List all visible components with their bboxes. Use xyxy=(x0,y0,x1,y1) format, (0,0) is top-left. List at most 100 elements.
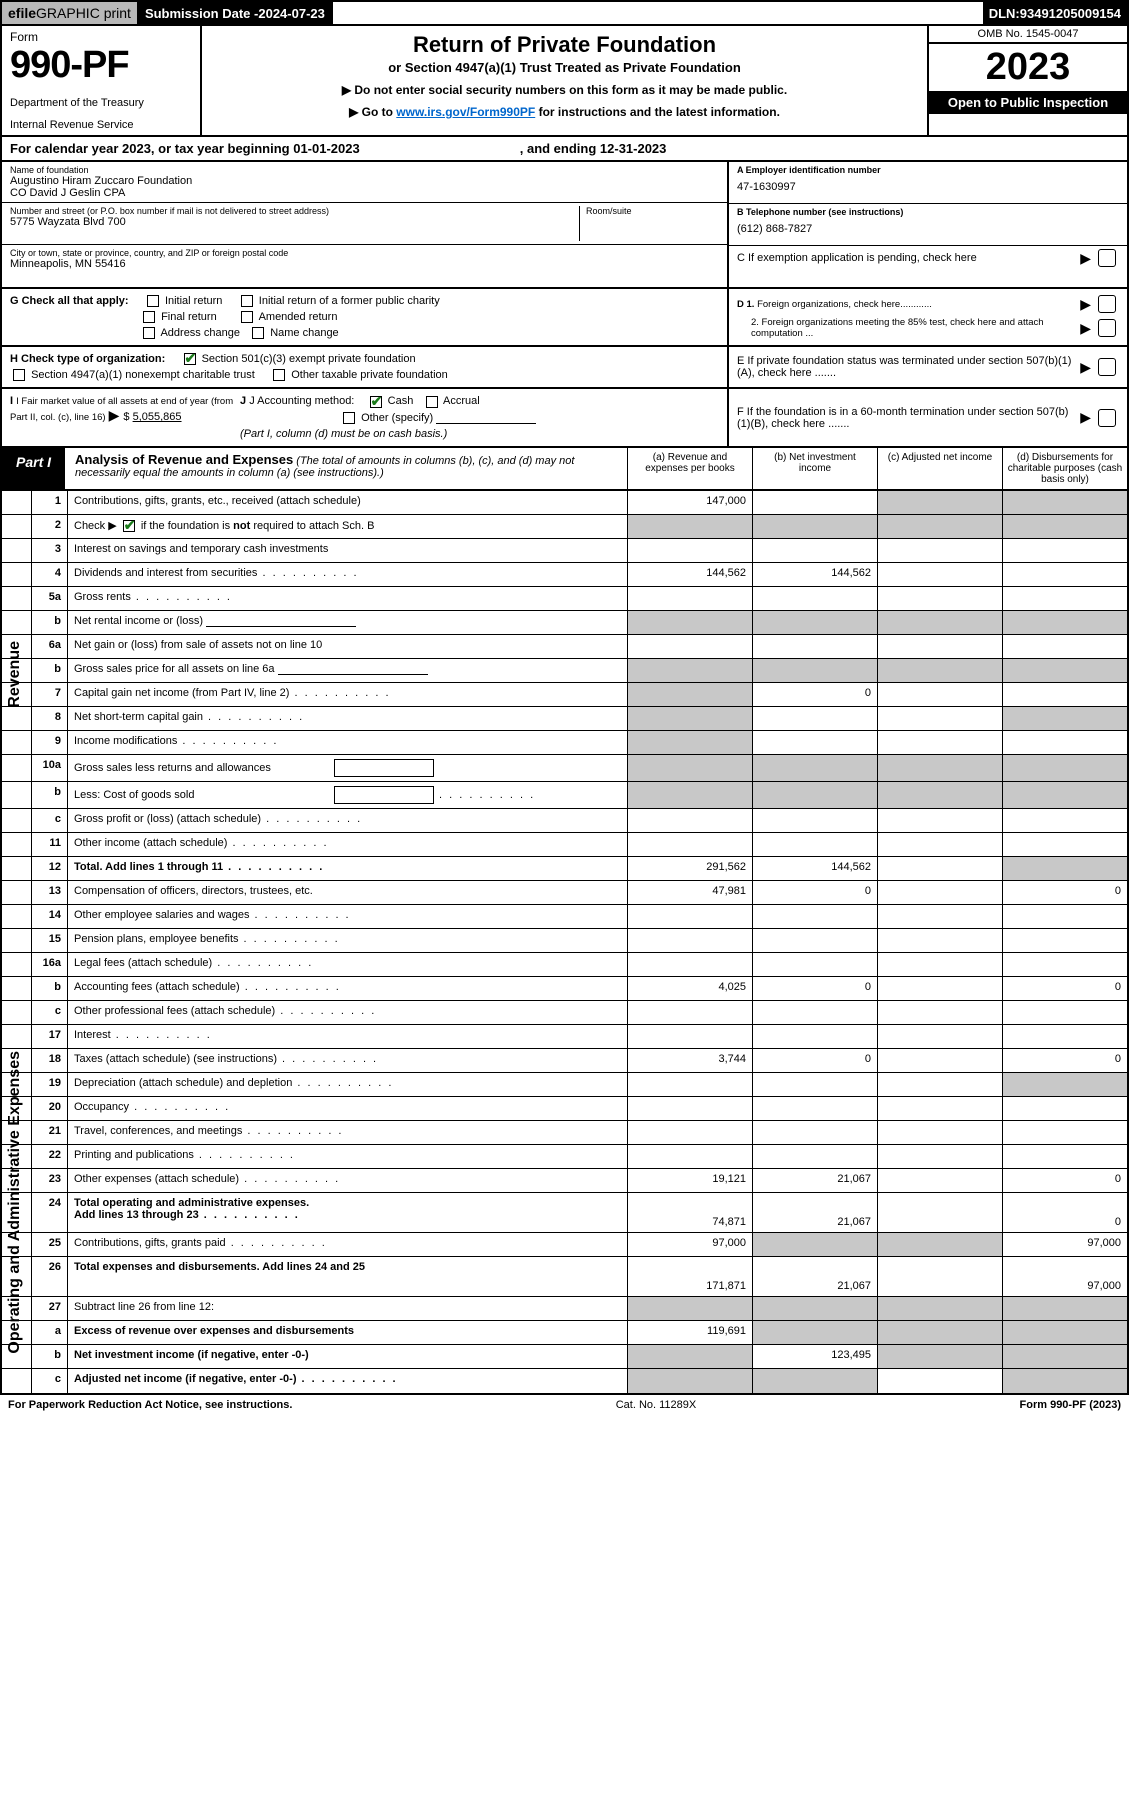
d2-checkbox[interactable] xyxy=(1098,319,1116,337)
g5: Address change xyxy=(160,327,240,339)
cell-a xyxy=(627,809,752,832)
h-4947-checkbox[interactable] xyxy=(13,369,25,381)
cell-b: 0 xyxy=(752,683,877,706)
cell-c xyxy=(877,809,1002,832)
form-link[interactable]: www.irs.gov/Form990PF xyxy=(396,105,535,119)
cell-a xyxy=(627,683,752,706)
cell-b: 0 xyxy=(752,881,877,904)
efile-print-button[interactable]: efile GRAPHIC print xyxy=(2,2,139,24)
j-other-checkbox[interactable] xyxy=(343,412,355,424)
cell-c xyxy=(877,515,1002,538)
f-checkbox[interactable] xyxy=(1098,409,1116,427)
header-center: Return of Private Foundation or Section … xyxy=(202,26,927,135)
line-text: Pension plans, employee benefits xyxy=(68,929,627,952)
cell-a xyxy=(627,953,752,976)
cell-a xyxy=(627,707,752,730)
tax-year: 2023 xyxy=(929,44,1127,91)
arrow-icon: ▶ xyxy=(1080,409,1091,426)
part1-title: Analysis of Revenue and Expenses xyxy=(75,452,293,467)
col-a-header: (a) Revenue and expenses per books xyxy=(627,448,752,489)
cell-c xyxy=(877,683,1002,706)
line-text: Total. Add lines 1 through 11 xyxy=(68,857,627,880)
g-initial-checkbox[interactable] xyxy=(147,295,159,307)
line-text: Other income (attach schedule) xyxy=(68,833,627,856)
cell-a xyxy=(627,1097,752,1120)
line-text: Net investment income (if negative, ente… xyxy=(68,1345,627,1368)
cell-b: 21,067 xyxy=(752,1193,877,1232)
j-other-blank[interactable] xyxy=(436,423,536,424)
d1-checkbox[interactable] xyxy=(1098,295,1116,313)
row-r11: 11Other income (attach schedule) xyxy=(2,833,1127,857)
cell-b xyxy=(752,491,877,514)
row-r4: 4Dividends and interest from securities1… xyxy=(2,563,1127,587)
city-cell: City or town, state or province, country… xyxy=(2,245,727,287)
phone-cell: B Telephone number (see instructions) (6… xyxy=(729,204,1127,246)
cell-c xyxy=(877,857,1002,880)
cell-d xyxy=(1002,1073,1127,1096)
line-number: b xyxy=(32,659,68,682)
cell-a xyxy=(627,659,752,682)
cell-d xyxy=(1002,755,1127,781)
cell-c xyxy=(877,1257,1002,1296)
cell-b xyxy=(752,1145,877,1168)
line-text: Contributions, gifts, grants paid xyxy=(68,1233,627,1256)
cell-d: 0 xyxy=(1002,1049,1127,1072)
e-checkbox[interactable] xyxy=(1098,358,1116,376)
g-initial-former-checkbox[interactable] xyxy=(241,295,253,307)
h-other-checkbox[interactable] xyxy=(273,369,285,381)
j-label: J Accounting method: xyxy=(249,395,354,407)
cell-a xyxy=(627,755,752,781)
cell-d: 0 xyxy=(1002,881,1127,904)
part1-grid: Revenue Operating and Administrative Exp… xyxy=(0,491,1129,1395)
j2: Accrual xyxy=(443,395,480,407)
instruction-2: ▶ Go to www.irs.gov/Form990PF for instru… xyxy=(222,105,907,119)
cell-d xyxy=(1002,857,1127,880)
line-number: 26 xyxy=(32,1257,68,1296)
row-r2: 2Check ▶ if the foundation is not requir… xyxy=(2,515,1127,539)
cell-a xyxy=(627,929,752,952)
cell-d xyxy=(1002,707,1127,730)
cell-b xyxy=(752,1369,877,1393)
cell-a: 171,871 xyxy=(627,1257,752,1296)
cell-b xyxy=(752,833,877,856)
h-e-row: H Check type of organization: Section 50… xyxy=(0,347,1129,389)
footer-left: For Paperwork Reduction Act Notice, see … xyxy=(8,1399,292,1411)
row-r10b: bLess: Cost of goods sold xyxy=(2,782,1127,809)
g-address-checkbox[interactable] xyxy=(143,327,155,339)
dln-value: 93491205009154 xyxy=(1020,6,1121,21)
cell-c xyxy=(877,1233,1002,1256)
line-number: 3 xyxy=(32,539,68,562)
h-501c3-checkbox[interactable] xyxy=(184,353,196,365)
line-text: Net short-term capital gain xyxy=(68,707,627,730)
row-r10a: 10aGross sales less returns and allowanc… xyxy=(2,755,1127,782)
line-number: b xyxy=(32,611,68,634)
h-line2: Section 4947(a)(1) nonexempt charitable … xyxy=(10,369,719,381)
side-gutter xyxy=(2,1025,32,1048)
c-checkbox[interactable] xyxy=(1098,249,1116,267)
d2-row: 2. Foreign organizations meeting the 85%… xyxy=(737,317,1119,339)
footer-right: Form 990-PF (2023) xyxy=(1020,1399,1121,1411)
schedule-b-checkbox[interactable] xyxy=(123,520,135,532)
cell-a xyxy=(627,539,752,562)
submission-date: Submission Date - 2024-07-23 xyxy=(139,2,333,24)
side-gutter xyxy=(2,905,32,928)
cell-c xyxy=(877,881,1002,904)
top-spacer xyxy=(333,2,983,24)
cell-c xyxy=(877,1025,1002,1048)
g-final-checkbox[interactable] xyxy=(143,311,155,323)
expenses-side-label: Operating and Administrative Expenses xyxy=(6,1051,24,1354)
cell-c xyxy=(877,1321,1002,1344)
dept1: Department of the Treasury xyxy=(10,97,192,109)
line-text: Gross profit or (loss) (attach schedule) xyxy=(68,809,627,832)
cell-b: 21,067 xyxy=(752,1257,877,1296)
row-r15: 15Pension plans, employee benefits xyxy=(2,929,1127,953)
g-amended-checkbox[interactable] xyxy=(241,311,253,323)
e-row: E If private foundation status was termi… xyxy=(727,347,1127,387)
cell-b xyxy=(752,635,877,658)
j-cash-checkbox[interactable] xyxy=(370,396,382,408)
g-name-checkbox[interactable] xyxy=(252,327,264,339)
cell-d xyxy=(1002,515,1127,538)
page-footer: For Paperwork Reduction Act Notice, see … xyxy=(0,1395,1129,1415)
j-accrual-checkbox[interactable] xyxy=(426,396,438,408)
cell-d xyxy=(1002,929,1127,952)
